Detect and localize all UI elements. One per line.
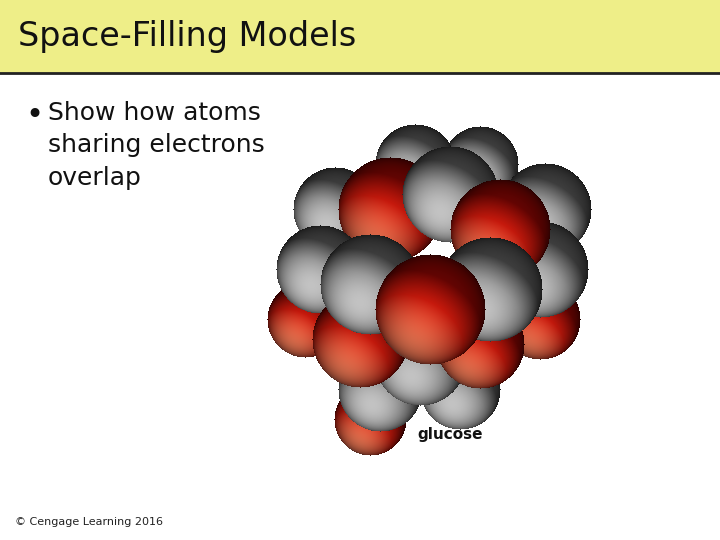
Text: glucose: glucose (418, 428, 482, 442)
Bar (0, 0, 720, 73)
Text: © Cengage Learning 2016: © Cengage Learning 2016 (15, 517, 163, 527)
Text: Show how atoms
sharing electrons
overlap: Show how atoms sharing electrons overlap (48, 101, 265, 190)
Text: •: • (25, 101, 43, 130)
Text: Space-Filling Models: Space-Filling Models (18, 20, 356, 53)
